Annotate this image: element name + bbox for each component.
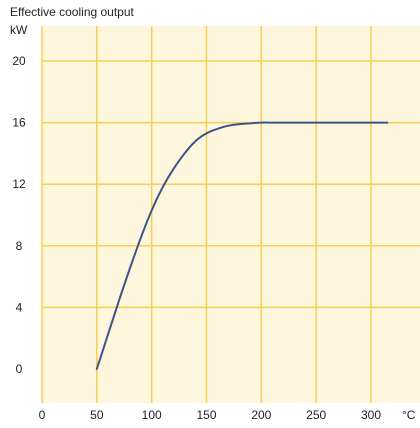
- x-tick-label-150: 150: [196, 408, 216, 422]
- x-tick-label-100: 100: [142, 408, 162, 422]
- y-tick-label-12: 12: [12, 177, 26, 191]
- y-tick-label-20: 20: [12, 54, 26, 68]
- chart-title: Effective cooling output: [10, 5, 135, 19]
- y-tick-label-8: 8: [16, 239, 23, 253]
- y-tick-label-4: 4: [16, 300, 23, 314]
- grid-lines: [41, 26, 420, 403]
- x-tick-label-0: 0: [39, 408, 46, 422]
- cooling-output-line: [95, 121, 389, 370]
- y-tick-label-16: 16: [12, 116, 26, 130]
- x-axis-unit-label: °C: [402, 408, 416, 422]
- y-tick-label-0: 0: [16, 362, 23, 376]
- x-tick-label-250: 250: [306, 408, 326, 422]
- x-tick-label-200: 200: [251, 408, 271, 422]
- x-tick-label-300: 300: [361, 408, 381, 422]
- x-tick-label-50: 50: [90, 408, 104, 422]
- tick-labels: 0 50 100 150 200 250 300 0 4 8 12 16 20: [12, 54, 381, 422]
- plot-area: [42, 26, 420, 403]
- y-axis-unit-label: kW: [10, 23, 28, 37]
